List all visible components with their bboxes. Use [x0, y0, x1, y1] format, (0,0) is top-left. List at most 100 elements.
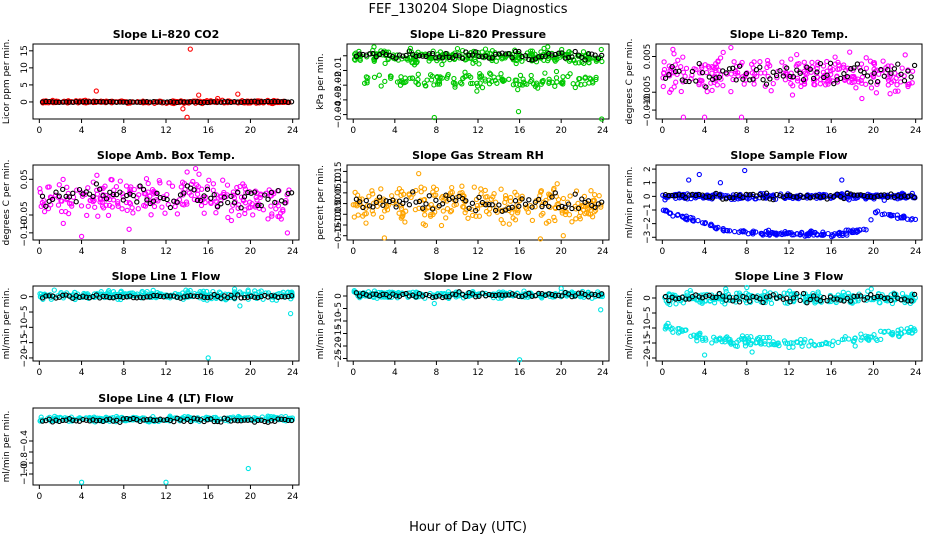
x-tick-label: 8	[434, 126, 440, 136]
data-point	[885, 77, 892, 84]
data-point	[811, 342, 817, 348]
data-point	[688, 333, 694, 339]
hourly-point	[214, 418, 221, 425]
data-point	[567, 193, 573, 199]
hourly-point	[787, 73, 793, 80]
hourly-point	[858, 192, 864, 198]
hourly-point	[559, 293, 565, 299]
data-point	[162, 210, 168, 216]
hourly-point	[238, 99, 244, 105]
x-tick-label: 4	[702, 247, 708, 257]
data-point	[37, 186, 43, 192]
hourly-point	[93, 418, 100, 424]
data-point	[880, 58, 886, 64]
hourly-point	[723, 70, 729, 76]
hourly-point	[901, 78, 908, 84]
data-point	[810, 77, 817, 84]
x-tick-label: 4	[392, 126, 398, 136]
hourly-point	[549, 194, 555, 200]
data-point	[764, 231, 770, 237]
data-point	[788, 56, 794, 62]
data-point	[178, 184, 184, 190]
data-point	[551, 214, 557, 220]
y-tick-label: −1.0	[20, 463, 30, 485]
y-tick-label: −0.02	[334, 71, 344, 99]
hourly-point	[228, 99, 234, 105]
data-point	[791, 232, 797, 238]
y-tick-label: 0.10	[334, 172, 344, 192]
y-tick-label: −0.05	[20, 201, 30, 229]
hourly-point	[268, 293, 275, 299]
hourly-point	[449, 195, 456, 201]
data-point	[98, 196, 104, 203]
hourly-point	[208, 99, 214, 105]
data-point	[857, 65, 863, 71]
hourly-point	[773, 72, 780, 79]
hourly-point	[60, 99, 66, 105]
y-tick-label: −1	[643, 203, 653, 216]
data-point	[878, 336, 884, 343]
hourly-point	[221, 194, 227, 200]
hourly-point	[536, 54, 542, 60]
hourly-point	[726, 66, 733, 72]
hourly-point	[100, 193, 106, 199]
data-point	[196, 171, 202, 177]
data-point	[520, 76, 526, 82]
x-tick-label: 4	[392, 368, 398, 378]
outlier-point	[407, 45, 414, 52]
x-tick-label: 0	[36, 247, 42, 257]
x-tick-label: 8	[434, 247, 440, 257]
hourly-point	[827, 60, 834, 66]
hourly-point	[539, 53, 545, 60]
outlier-point	[560, 233, 566, 239]
data-point	[438, 222, 445, 229]
hourly-point	[241, 194, 248, 200]
hourly-point	[565, 291, 572, 297]
x-tick-label: 4	[79, 247, 85, 257]
data-point	[208, 200, 214, 207]
data-point	[517, 72, 524, 79]
hourly-point	[157, 194, 163, 201]
x-tick-label: 20	[555, 126, 567, 136]
hourly-point	[258, 99, 264, 105]
hourly-point	[251, 98, 258, 104]
data-point	[452, 82, 458, 88]
outlier-point	[558, 285, 564, 292]
data-point	[850, 338, 856, 344]
data-point	[204, 184, 210, 190]
hourly-point	[595, 55, 602, 61]
x-tick-label: 20	[245, 492, 257, 502]
outlier-point	[196, 92, 202, 98]
data-point	[715, 58, 721, 64]
hourly-point	[191, 415, 197, 421]
outlier-point	[742, 167, 748, 174]
x-tick-label: 4	[79, 492, 85, 502]
data-point	[105, 212, 112, 219]
data-point	[204, 297, 210, 303]
hourly-point	[585, 198, 592, 204]
data-point	[444, 206, 451, 212]
data-point	[853, 85, 859, 91]
hourly-point	[113, 293, 120, 300]
data-point	[812, 300, 818, 306]
y-tick-label: −0.03	[334, 86, 344, 114]
data-point	[354, 203, 360, 209]
data-point	[245, 287, 251, 293]
hourly-point	[363, 197, 369, 204]
data-point	[909, 80, 915, 86]
data-point	[242, 186, 248, 192]
x-tick-label: 20	[868, 368, 880, 378]
hourly-point	[542, 53, 549, 59]
data-point	[720, 49, 726, 56]
hourly-point	[784, 192, 790, 199]
hourly-point	[901, 193, 908, 199]
hourly-point	[288, 99, 295, 105]
data-point	[110, 197, 117, 203]
hourly-point	[410, 189, 416, 195]
data-point	[829, 232, 835, 238]
data-point	[546, 76, 552, 82]
hourly-point	[164, 416, 170, 423]
hourly-point	[466, 205, 472, 211]
outlier-point	[184, 114, 190, 120]
data-point	[680, 54, 686, 60]
